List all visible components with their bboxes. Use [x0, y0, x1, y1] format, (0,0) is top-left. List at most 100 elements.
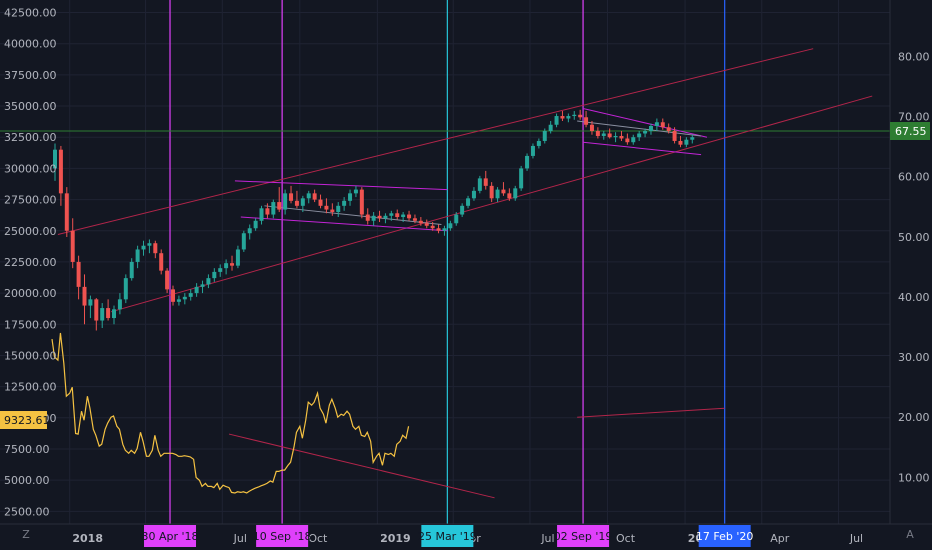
- candle-body: [589, 124, 594, 131]
- candle-body: [525, 155, 530, 169]
- right-value-badge-label: 67.55: [895, 125, 927, 138]
- candle-body: [194, 286, 199, 294]
- candle-body: [584, 117, 589, 125]
- candle-body: [495, 189, 500, 199]
- candle-body: [153, 243, 158, 254]
- time-axis-tick-label: Oct: [308, 532, 328, 545]
- left-axis-tick-label: 7500.00: [4, 443, 50, 456]
- candle-body: [106, 308, 111, 319]
- right-value-badge: [890, 122, 930, 140]
- auto-scale-label: A: [906, 528, 914, 541]
- candle-body: [519, 168, 524, 189]
- right-axis-tick-label: 10.00: [898, 471, 930, 484]
- candle-body: [566, 116, 571, 119]
- left-axis-tick-label: 20000.00: [4, 287, 57, 300]
- time-axis: 2018AprJulOct2019AprJulOct2020AprJul30 A…: [72, 525, 863, 547]
- candle-body: [265, 208, 270, 215]
- candle-body: [477, 178, 482, 191]
- candle-body: [460, 205, 465, 215]
- left-axis-tick-label: 12500.00: [4, 381, 57, 394]
- candle-body: [536, 140, 541, 146]
- left-axis-tick-label: 40000.00: [4, 38, 57, 51]
- candle-body: [76, 261, 81, 287]
- candle-body: [342, 200, 347, 206]
- candle-body: [53, 149, 57, 169]
- candle-body: [424, 223, 429, 226]
- left-axis-tick-label: 42500.00: [4, 7, 57, 20]
- marker-date-badge: [557, 525, 610, 547]
- left-axis-tick-label: 17500.00: [4, 318, 57, 331]
- candle-body: [513, 188, 518, 199]
- candle-body: [359, 189, 364, 215]
- left-axis-tick-label: 32500.00: [4, 131, 57, 144]
- right-axis-tick-label: 50.00: [898, 231, 930, 244]
- left-axis-tick-label: 27500.00: [4, 194, 57, 207]
- time-axis-tick-label: 2018: [72, 532, 103, 545]
- left-axis-tick-label: 30000.00: [4, 162, 57, 175]
- marker-date-label: 02 Sep '19: [554, 530, 613, 543]
- candle-body: [159, 253, 164, 271]
- channel-upper-2018: [234, 180, 448, 191]
- candle-body: [483, 178, 488, 186]
- candle-body: [690, 137, 695, 140]
- candle-body: [442, 228, 447, 231]
- z-scale-button[interactable]: Z: [22, 528, 30, 541]
- ratio-series-line: [51, 332, 410, 494]
- candle-body: [648, 126, 653, 131]
- candle-body: [182, 296, 187, 300]
- candle-body: [548, 124, 553, 131]
- candle-body: [401, 214, 406, 218]
- candle-body: [294, 200, 299, 206]
- candle-body: [312, 193, 317, 200]
- marker-date-badge: [421, 525, 474, 547]
- time-axis-tick-label: Jul: [540, 532, 554, 545]
- right-axis-tick-label: 60.00: [898, 171, 930, 184]
- candle-body: [224, 263, 229, 269]
- candle-body: [300, 198, 305, 206]
- time-axis-tick-label: Oct: [616, 532, 636, 545]
- candle-body: [625, 138, 630, 143]
- candle-body: [666, 127, 671, 131]
- candle-body: [660, 122, 665, 128]
- time-axis-tick-label: Jul: [849, 532, 863, 545]
- candle-body: [466, 198, 471, 206]
- ratio-up-trend-line: [577, 407, 725, 418]
- left-axis-tick-label: 37500.00: [4, 69, 57, 82]
- candle-body: [336, 205, 341, 213]
- candle-body: [383, 215, 388, 219]
- candle-body: [123, 278, 128, 300]
- marker-date-label: 30 Apr '18: [141, 530, 198, 543]
- candle-body: [100, 308, 105, 321]
- right-axis-tick-label: 70.00: [898, 111, 930, 124]
- right-axis-tick-label: 80.00: [898, 50, 930, 63]
- candle-body: [684, 139, 689, 145]
- candle-body: [188, 293, 193, 297]
- candle-body: [253, 220, 258, 229]
- channel-mid-2018: [264, 205, 442, 226]
- candle-body: [637, 133, 642, 138]
- candle-body: [58, 149, 63, 194]
- candle-body: [578, 114, 583, 118]
- marker-date-badge: [144, 525, 197, 547]
- candle-body: [601, 133, 606, 136]
- candle-body: [654, 122, 659, 127]
- candle-body: [607, 133, 612, 138]
- right-axis-tick-label: 20.00: [898, 411, 930, 424]
- candle-body: [436, 228, 441, 231]
- candle-body: [176, 299, 181, 302]
- candle-body: [353, 189, 358, 194]
- candle-body: [412, 218, 417, 221]
- candle-body: [88, 299, 93, 306]
- candles: [53, 109, 695, 331]
- candle-body: [212, 271, 217, 279]
- left-axis-tick-label: 35000.00: [4, 100, 57, 113]
- marker-date-label: 17 Feb '20: [696, 530, 754, 543]
- candle-body: [218, 268, 223, 272]
- auto-scale-button[interactable]: A: [906, 528, 914, 541]
- left-price-badge-label: 9323.61: [4, 414, 50, 427]
- candle-body: [501, 189, 506, 194]
- candle-body: [135, 249, 140, 262]
- candle-body: [430, 225, 435, 229]
- candle-body: [672, 130, 677, 141]
- candle-body: [395, 213, 400, 218]
